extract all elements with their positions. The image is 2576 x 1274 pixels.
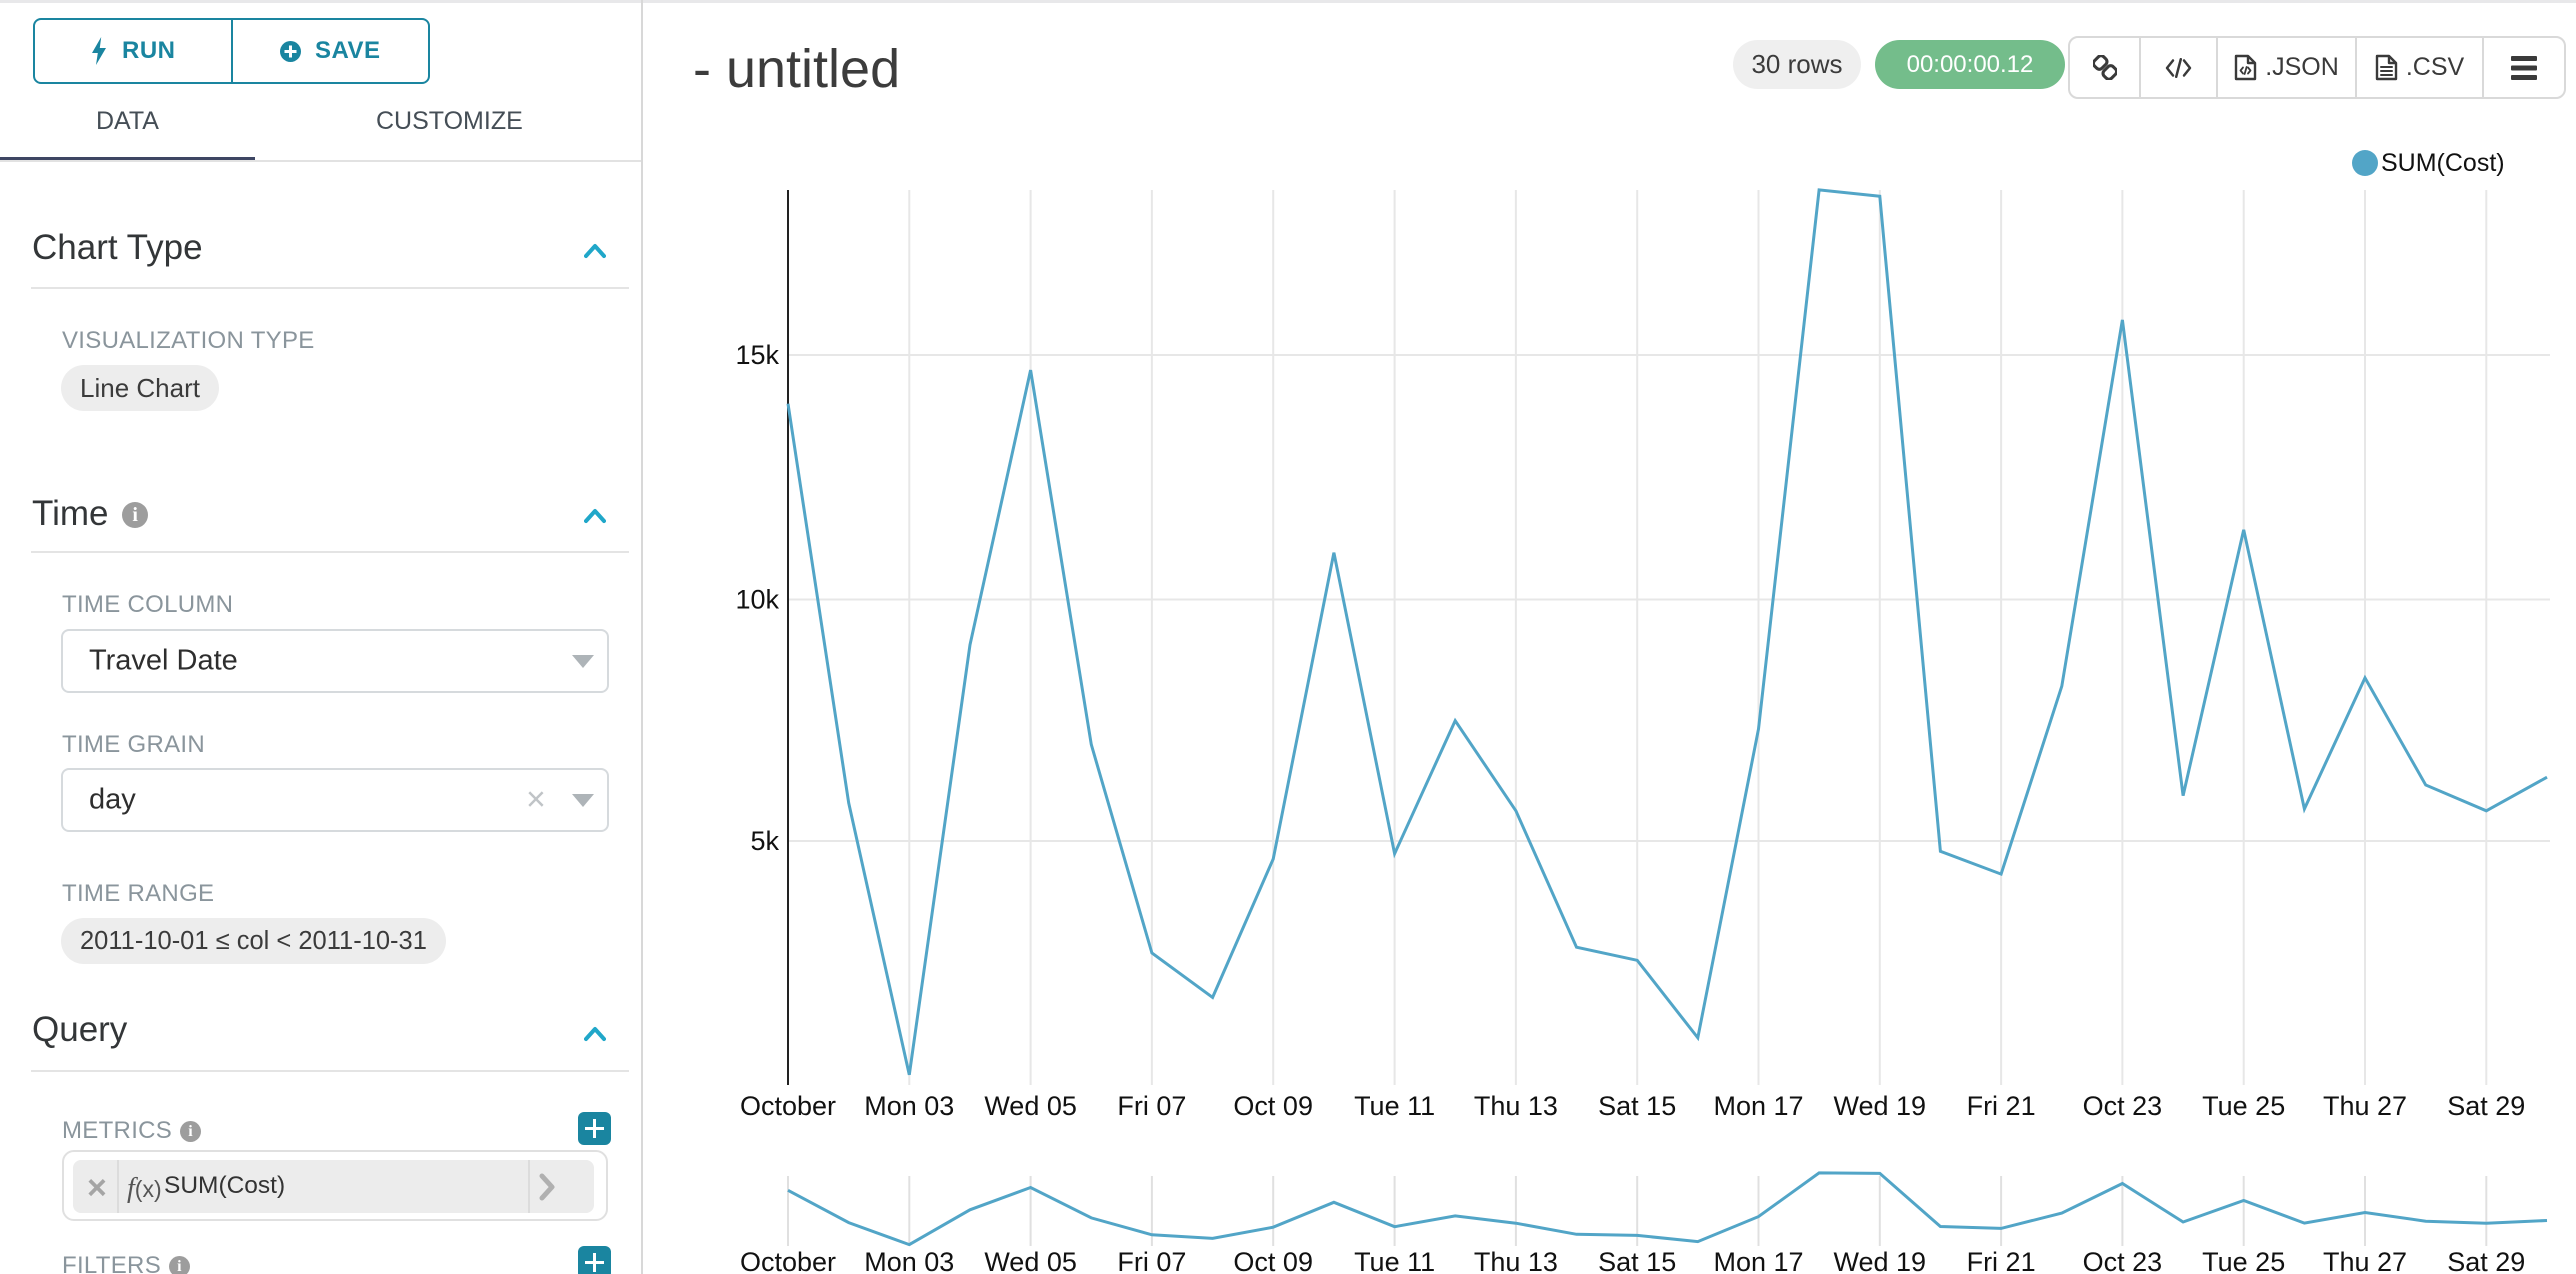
svg-text:10k: 10k xyxy=(735,585,779,615)
svg-text:Fri 07: Fri 07 xyxy=(1117,1247,1186,1274)
svg-text:Thu 27: Thu 27 xyxy=(2323,1091,2407,1121)
svg-text:October: October xyxy=(740,1091,836,1121)
svg-text:Tue 11: Tue 11 xyxy=(1354,1247,1435,1274)
svg-text:Fri 21: Fri 21 xyxy=(1967,1247,2036,1274)
svg-text:Mon 03: Mon 03 xyxy=(864,1247,954,1274)
svg-text:Tue 11: Tue 11 xyxy=(1354,1091,1435,1121)
svg-text:Wed 19: Wed 19 xyxy=(1834,1247,1927,1274)
svg-text:Oct 09: Oct 09 xyxy=(1233,1247,1313,1274)
svg-text:Mon 17: Mon 17 xyxy=(1713,1247,1803,1274)
svg-text:Tue 25: Tue 25 xyxy=(2202,1247,2285,1274)
svg-text:Wed 05: Wed 05 xyxy=(984,1247,1077,1274)
svg-text:Mon 17: Mon 17 xyxy=(1713,1091,1803,1121)
svg-text:Wed 05: Wed 05 xyxy=(984,1091,1077,1121)
svg-text:Fri 07: Fri 07 xyxy=(1117,1091,1186,1121)
svg-text:Mon 03: Mon 03 xyxy=(864,1091,954,1121)
svg-text:Oct 23: Oct 23 xyxy=(2083,1247,2163,1274)
svg-text:Thu 27: Thu 27 xyxy=(2323,1247,2407,1274)
svg-text:Thu 13: Thu 13 xyxy=(1474,1091,1558,1121)
svg-text:Sat 29: Sat 29 xyxy=(2447,1247,2525,1274)
svg-text:Oct 09: Oct 09 xyxy=(1233,1091,1313,1121)
svg-text:Tue 25: Tue 25 xyxy=(2202,1091,2285,1121)
svg-text:Thu 13: Thu 13 xyxy=(1474,1247,1558,1274)
svg-text:October: October xyxy=(740,1247,836,1274)
svg-text:Oct 23: Oct 23 xyxy=(2083,1091,2163,1121)
svg-text:Sat 15: Sat 15 xyxy=(1598,1247,1676,1274)
svg-text:Wed 19: Wed 19 xyxy=(1834,1091,1927,1121)
svg-text:15k: 15k xyxy=(735,340,779,370)
svg-text:Sat 15: Sat 15 xyxy=(1598,1091,1676,1121)
svg-text:Sat 29: Sat 29 xyxy=(2447,1091,2525,1121)
svg-text:Fri 21: Fri 21 xyxy=(1967,1091,2036,1121)
svg-text:SUM(Cost): SUM(Cost) xyxy=(2381,149,2505,177)
svg-text:5k: 5k xyxy=(750,826,779,856)
